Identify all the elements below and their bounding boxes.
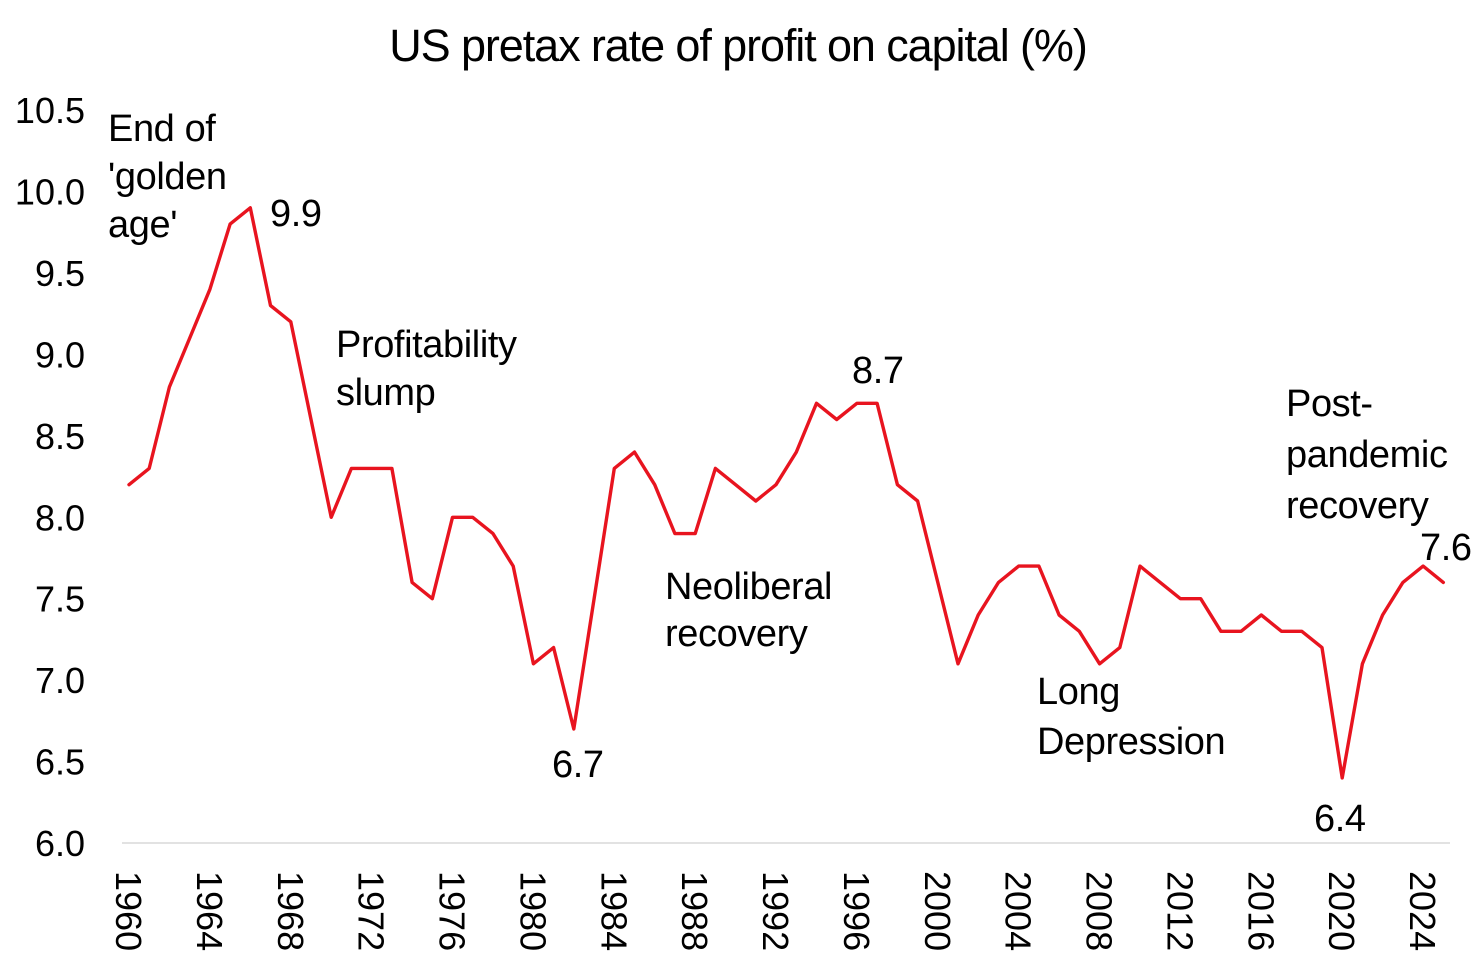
x-tick-label: 2000 [917,871,958,951]
y-tick-label: 7.0 [35,660,85,701]
annotation-end-of-golden-age: age' [108,204,177,246]
x-tick-label: 1960 [108,871,149,951]
y-tick-label: 6.5 [35,742,85,783]
x-axis-labels: 1960 1964 1968 1972 1976 1980 1984 1988 1992 1996… [108,871,1443,951]
chart-title: US pretax rate of profit on capital (%) [389,20,1086,71]
x-tick-label: 2008 [1079,871,1120,951]
y-tick-label: 10.5 [15,90,85,131]
annotation-profitability-slump: Profitability [336,324,517,366]
annotation-end-2025-label: 7.6 [1420,527,1472,569]
annotation-long-depression: Depression [1037,721,1225,763]
annotation-peak-1966-label: 9.9 [270,193,322,235]
y-tick-label: 7.5 [35,579,85,620]
annotation-profitability-slump: slump [336,372,435,414]
x-tick-label: 2020 [1321,871,1362,951]
annotation-post-pandemic-recovery: pandemic [1286,434,1448,476]
x-tick-label: 1972 [351,871,392,951]
annotation-long-depression: Long [1037,671,1120,713]
y-tick-label: 10.0 [15,172,85,213]
x-tick-label: 2004 [998,871,1039,951]
annotation-post-pandemic-recovery: recovery [1286,485,1429,527]
annotation-neoliberal-recovery: Neoliberal [665,566,832,608]
x-tick-label: 1980 [512,871,553,951]
y-tick-label: 9.5 [35,253,85,294]
x-tick-label: 1968 [270,871,311,951]
x-tick-label: 2016 [1240,871,1281,951]
series-line-profit-rate [127,206,1446,780]
annotation-end-of-golden-age: End of [108,108,216,150]
annotation-end-of-golden-age: 'golden [108,156,227,198]
x-tick-label: 1988 [674,871,715,951]
y-tick-label: 8.5 [35,416,85,457]
x-tick-label: 1996 [836,871,877,951]
annotation-low-1982-label: 6.7 [552,744,604,786]
annotation-peak-1997-label: 8.7 [852,350,904,392]
annotation-neoliberal-recovery: recovery [665,613,808,655]
y-axis-labels: 6.0 6.5 7.0 7.5 8.0 8.5 9.0 9.5 10.0 10.5 [15,90,85,864]
x-tick-label: 1964 [189,871,230,951]
x-tick-label: 1992 [755,871,796,951]
x-tick-label: 2024 [1402,871,1443,951]
x-tick-label: 1984 [593,871,634,951]
annotation-low-2020-label: 6.4 [1314,798,1366,840]
annotation-post-pandemic-recovery: Post- [1286,383,1373,425]
annotations: End of 'golden age' 9.9 Profitability slump 6.… [108,108,1472,840]
y-tick-label: 6.0 [35,823,85,864]
x-tick-label: 2012 [1159,871,1200,951]
y-tick-label: 9.0 [35,334,85,375]
y-tick-label: 8.0 [35,497,85,538]
x-tick-label: 1976 [432,871,473,951]
